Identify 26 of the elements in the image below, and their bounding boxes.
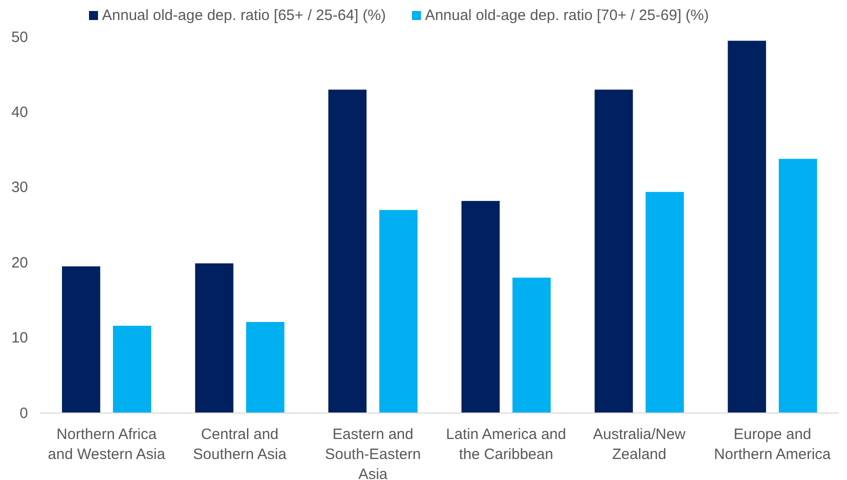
y-tick-label: 10 — [11, 330, 28, 347]
y-tick-label: 40 — [11, 104, 28, 121]
x-tick-label: Eastern and South-Eastern Asia — [324, 426, 421, 480]
bar — [512, 278, 551, 413]
x-tick-label: Australia/New Zealand — [592, 426, 686, 463]
x-tick-label: Northern Africa and Western Asia — [48, 426, 166, 463]
bar — [728, 40, 766, 413]
bar — [646, 192, 684, 413]
bar — [62, 266, 100, 413]
y-tick-label: 30 — [11, 179, 28, 196]
bar — [594, 90, 633, 413]
x-tick-label: Latin America and the Caribbean — [446, 426, 566, 463]
y-tick-label: 50 — [11, 28, 28, 46]
y-tick-label: 0 — [20, 404, 28, 422]
y-tick-label: 20 — [11, 254, 28, 272]
bar — [112, 326, 152, 413]
bar — [195, 263, 234, 413]
bar — [778, 158, 818, 413]
bar — [461, 200, 500, 413]
bar — [379, 210, 418, 413]
legend-label: Annual old-age dep. ratio [65+ / 25-64] (%) — [102, 7, 386, 24]
bar — [328, 90, 367, 413]
legend-label: Annual old-age dep. ratio [70+ / 25-69] (%) — [424, 7, 709, 24]
bar — [246, 322, 284, 413]
x-tick-label: Central and Southern Asia — [193, 426, 288, 463]
x-tick-label: Europe and Northern America — [714, 426, 832, 463]
